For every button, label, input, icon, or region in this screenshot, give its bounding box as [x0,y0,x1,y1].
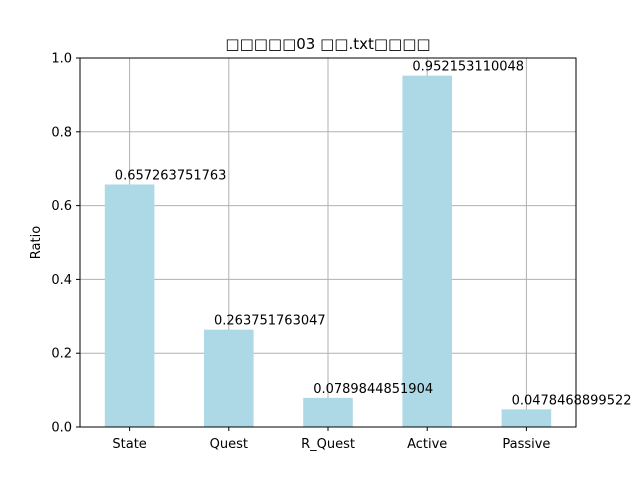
data-label: 0.0789844851904 [313,382,433,397]
chart-title: □□□□□03 □□.txt□□□□ [225,35,430,53]
bar-passive [501,409,552,427]
y-tick-label: 0.2 [51,347,72,362]
y-tick-label: 0.0 [51,421,72,436]
x-tick-label: Active [407,437,447,452]
x-tick-label: Quest [210,437,248,452]
ticks: 0.0 0.2 0.4 0.6 0.8 1.0 State Quest R_Quest Activ… [51,52,550,453]
y-tick-label: 0.6 [51,199,72,214]
data-label: 0.952153110048 [412,60,524,75]
data-label: 0.657263751763 [115,168,227,183]
bar-quest [204,329,254,427]
y-tick-label: 1.0 [51,52,72,67]
bars [104,75,552,427]
y-tick-label: 0.8 [51,125,72,140]
data-label: 0.0478468899522 [512,393,632,408]
x-tick-label: State [112,437,146,452]
bar-state [104,184,155,427]
y-axis-label: Ratio [29,226,44,259]
bar-r-quest [303,397,353,427]
bar-active [402,75,452,427]
y-tick-label: 0.4 [51,273,72,288]
data-label: 0.263751763047 [214,314,326,329]
data-labels: 0.657263751763 0.263751763047 0.0789844851… [115,60,632,409]
x-tick-label: Passive [502,437,550,452]
x-tick-label: R_Quest [301,437,355,452]
